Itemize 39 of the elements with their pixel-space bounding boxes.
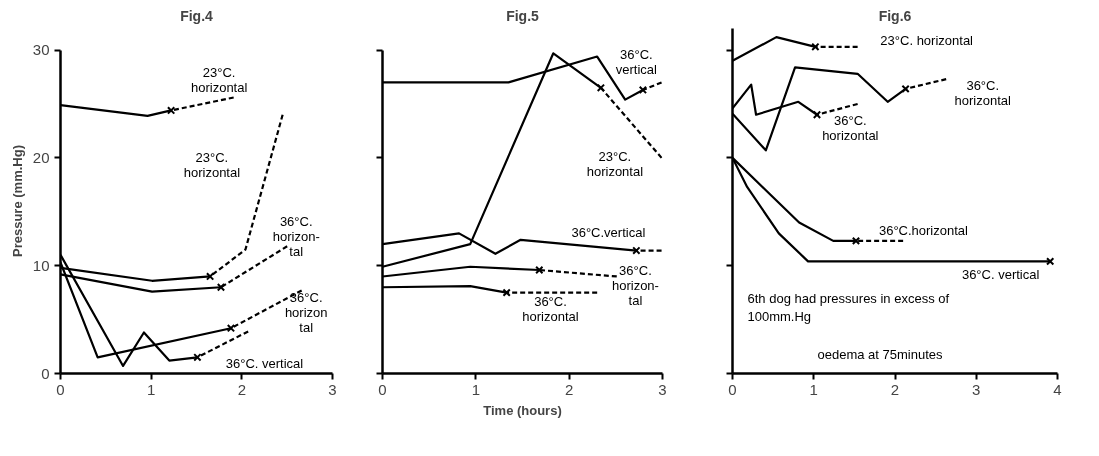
annotation: oedema at 75minutes [817, 346, 944, 362]
x-tick-label: 2 [237, 380, 247, 398]
x-tick-label: 3 [658, 380, 667, 398]
series-label: 36°C. horizontal [822, 112, 879, 143]
x-tick-label: 2 [890, 380, 900, 398]
series-label: 36°C. horizontal [954, 78, 1012, 109]
y-tick-label: 0 [41, 364, 50, 382]
y-tick-label: 10 [32, 256, 50, 274]
x-tick-label: 0 [56, 380, 65, 398]
series-label: 36°C. horizontal [522, 293, 579, 324]
series-label: 36°C. vertical [615, 46, 658, 77]
y-axis-title: Pressure (mm.Hg) [9, 145, 25, 257]
series-label: 36°C. vertical [961, 266, 1040, 282]
x-axis-title: Time (hours) [483, 402, 562, 418]
x-tick-label: 3 [972, 380, 981, 398]
x-tick-label: 1 [809, 380, 818, 398]
series-label: 23°C. horizontal [183, 150, 241, 181]
y-tick-label: 20 [32, 148, 50, 166]
x-tick-label: 0 [728, 380, 737, 398]
series-label: 23°C. horizontal [586, 149, 644, 180]
x-tick-label: 1 [147, 380, 156, 398]
series-label: 36°C.horizontal [878, 222, 969, 238]
x-tick-label: 0 [378, 380, 387, 398]
chart-title: Fig.4 [180, 7, 214, 24]
x-tick-label: 4 [1053, 380, 1062, 398]
series-label: 36°C. horizon tal [284, 289, 328, 335]
series-label: 36°C. horizon- tal [272, 214, 320, 260]
series-label: 23°C. horizontal [190, 65, 248, 96]
x-tick-label: 3 [328, 380, 337, 398]
chart-title: Fig.6 [878, 7, 912, 24]
series-label: 23°C. horizontal [880, 32, 974, 48]
series-label: 36°C. vertical [225, 356, 304, 372]
annotation: 6th dog had pressures in excess of 100mm.Hg [747, 290, 950, 324]
x-tick-label: 2 [565, 380, 574, 398]
chart-title: Fig.5 [506, 7, 540, 24]
x-tick-label: 1 [471, 380, 481, 398]
y-tick-label: 30 [32, 41, 50, 59]
series-label: 36°C.vertical [571, 224, 646, 240]
series-label: 36°C. horizon- tal [611, 262, 659, 308]
